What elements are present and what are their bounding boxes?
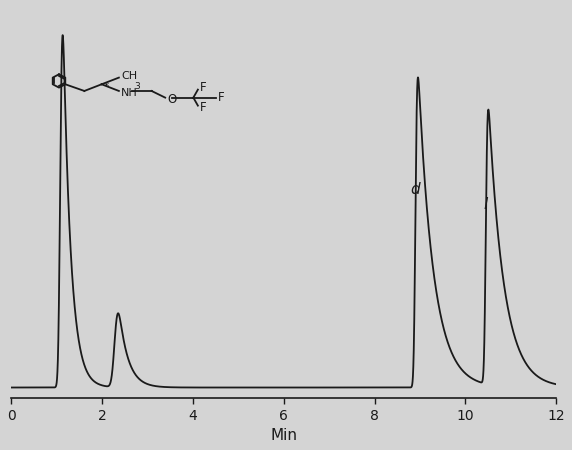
Text: *: * [104,82,109,92]
Text: d: d [411,182,420,198]
Text: F: F [218,91,224,104]
Text: l: l [484,197,488,212]
Text: O: O [167,93,176,106]
Text: NH: NH [121,88,137,98]
Text: F: F [200,81,206,94]
Text: CH: CH [122,71,138,81]
Text: 3: 3 [134,82,140,91]
X-axis label: Min: Min [271,428,297,443]
Text: F: F [200,101,206,114]
